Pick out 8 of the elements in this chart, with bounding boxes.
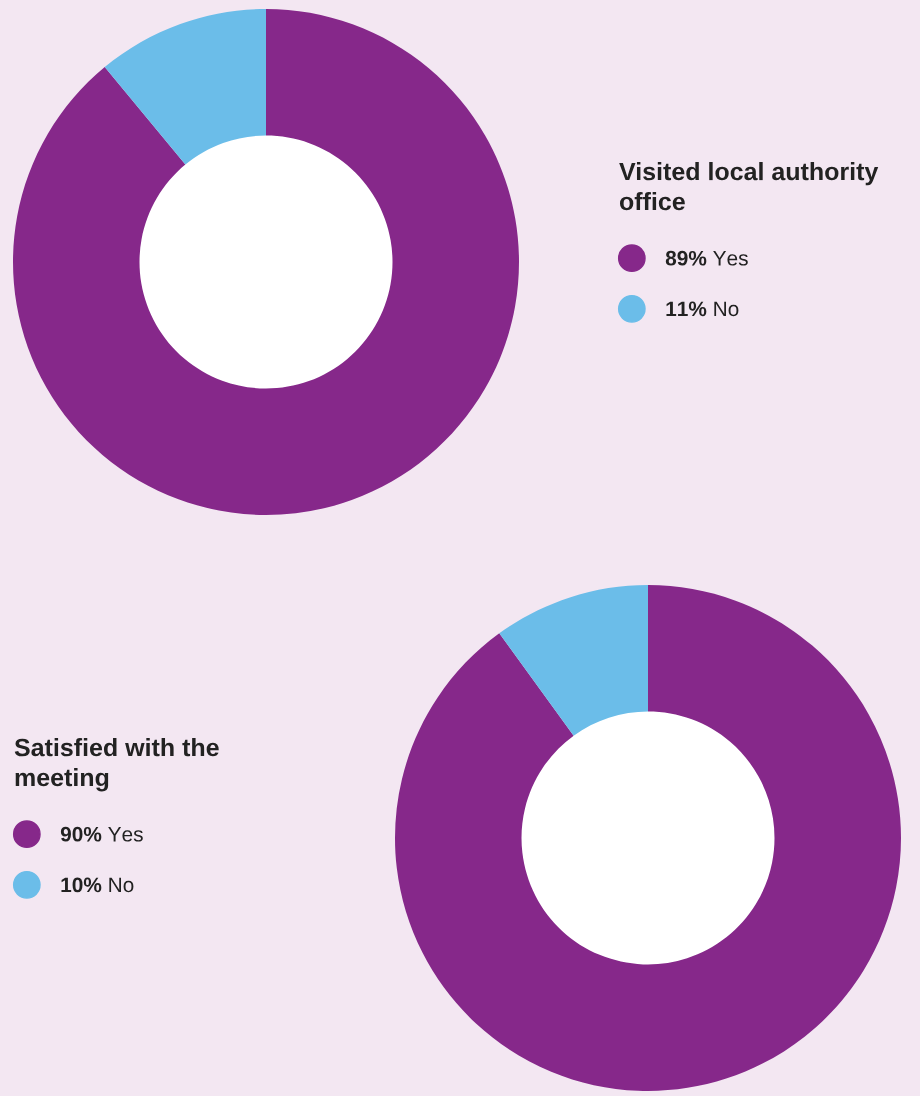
legend-label: 90% Yes <box>60 826 143 842</box>
text: Satisfied with the meeting <box>14 738 219 792</box>
legend-label: 10% No <box>61 877 134 893</box>
legend-label: 89% Yes <box>665 250 748 266</box>
donut-slice <box>499 585 648 736</box>
text: Visited local authority office <box>619 162 879 211</box>
donut-slice <box>104 9 266 165</box>
legend-label: 11% No <box>666 301 739 317</box>
